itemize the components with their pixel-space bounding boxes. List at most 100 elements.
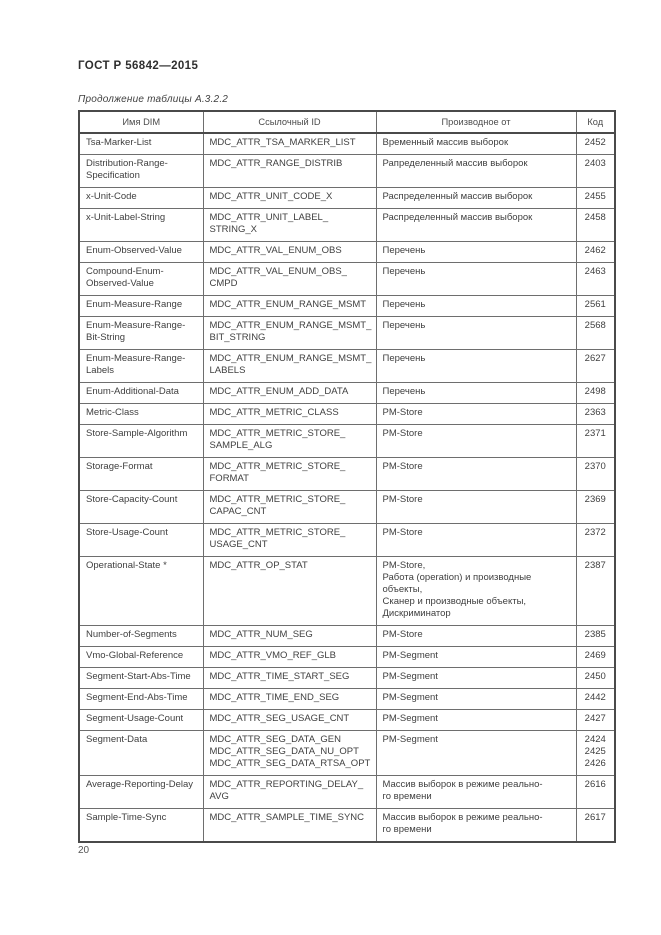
cell-code: 2385 bbox=[575, 625, 616, 647]
table-row: x-Unit-Label-String MDC_ATTR_UNIT_LABEL_ … bbox=[78, 208, 616, 242]
cell-dim-name: Enum-Observed-Value bbox=[78, 241, 204, 263]
table-row: x-Unit-Code MDC_ATTR_UNIT_CODE_X Распредел… bbox=[78, 187, 616, 209]
cell-reference-id: MDC_ATTR_OP_STAT bbox=[202, 556, 377, 626]
cell-dim-name: Enum-Measure-Range bbox=[78, 295, 204, 317]
column-header-derived-from: Производное от bbox=[375, 110, 577, 134]
cell-reference-id: MDC_ATTR_SEG_DATA_GEN MDC_ATTR_SEG_DATA_… bbox=[202, 730, 377, 776]
cell-code: 2462 bbox=[575, 241, 616, 263]
cell-dim-name: x-Unit-Code bbox=[78, 187, 204, 209]
cell-dim-name: Segment-Data bbox=[78, 730, 204, 776]
cell-dim-name: Enum-Additional-Data bbox=[78, 382, 204, 404]
cell-dim-name: Segment-Start-Abs-Time bbox=[78, 667, 204, 689]
cell-code: 2498 bbox=[575, 382, 616, 404]
cell-derived-from: Перечень bbox=[375, 241, 577, 263]
table-row: Segment-Usage-Count MDC_ATTR_SEG_USAGE_CN… bbox=[78, 709, 616, 731]
cell-reference-id: MDC_ATTR_ENUM_RANGE_MSMT_ LABELS bbox=[202, 349, 377, 383]
cell-dim-name: Enum-Measure-Range- Labels bbox=[78, 349, 204, 383]
table-row: Enum-Measure-Range- Bit-String MDC_ATTR_E… bbox=[78, 316, 616, 350]
cell-reference-id: MDC_ATTR_TSA_MARKER_LIST bbox=[202, 132, 377, 155]
cell-derived-from: Распределенный массив выборок bbox=[375, 208, 577, 242]
cell-derived-from: PM-Store, Работа (operation) и производн… bbox=[375, 556, 577, 626]
table-row: Store-Usage-Count MDC_ATTR_METRIC_STORE_ … bbox=[78, 523, 616, 557]
cell-dim-name: Number-of-Segments bbox=[78, 625, 204, 647]
cell-dim-name: Store-Sample-Algorithm bbox=[78, 424, 204, 458]
cell-reference-id: MDC_ATTR_METRIC_CLASS bbox=[202, 403, 377, 425]
cell-code: 2452 bbox=[575, 132, 616, 155]
table-caption: Продолжение таблицы А.3.2.2 bbox=[78, 94, 229, 105]
cell-derived-from: Перечень bbox=[375, 262, 577, 296]
cell-derived-from: PM-Store bbox=[375, 424, 577, 458]
table-row: Distribution-Range- Specification MDC_ATT… bbox=[78, 154, 616, 188]
cell-derived-from: Массив выборок в режиме реально- го врем… bbox=[375, 775, 577, 809]
cell-dim-name: Compound-Enum- Observed-Value bbox=[78, 262, 204, 296]
cell-code: 2369 bbox=[575, 490, 616, 524]
cell-reference-id: MDC_ATTR_METRIC_STORE_ CAPAC_CNT bbox=[202, 490, 377, 524]
cell-derived-from: Временный массив выборок bbox=[375, 132, 577, 155]
cell-code: 2363 bbox=[575, 403, 616, 425]
cell-dim-name: Tsa-Marker-List bbox=[78, 132, 204, 155]
cell-code: 2371 bbox=[575, 424, 616, 458]
dim-attributes-table: Имя DIM Ссылочный ID Производное от Код … bbox=[78, 110, 616, 843]
table-body: Tsa-Marker-List MDC_ATTR_TSA_MARKER_LIST В… bbox=[78, 132, 616, 843]
table-row: Enum-Observed-Value MDC_ATTR_VAL_ENUM_OBS… bbox=[78, 241, 616, 263]
cell-code: 2561 bbox=[575, 295, 616, 317]
table-row: Tsa-Marker-List MDC_ATTR_TSA_MARKER_LIST В… bbox=[78, 132, 616, 155]
cell-code: 2455 bbox=[575, 187, 616, 209]
table-row: Compound-Enum- Observed-Value MDC_ATTR_VA… bbox=[78, 262, 616, 296]
table-row: Operational-State * MDC_ATTR_OP_STAT PM-St… bbox=[78, 556, 616, 626]
cell-reference-id: MDC_ATTR_ENUM_RANGE_MSMT bbox=[202, 295, 377, 317]
cell-derived-from: Массив выборок в режиме реально- го врем… bbox=[375, 808, 577, 843]
cell-reference-id: MDC_ATTR_VMO_REF_GLB bbox=[202, 646, 377, 668]
table-row: Enum-Additional-Data MDC_ATTR_ENUM_ADD_DA… bbox=[78, 382, 616, 404]
table-row: Enum-Measure-Range MDC_ATTR_ENUM_RANGE_MS… bbox=[78, 295, 616, 317]
cell-derived-from: Перечень bbox=[375, 295, 577, 317]
cell-dim-name: Vmo-Global-Reference bbox=[78, 646, 204, 668]
table-row: Metric-Class MDC_ATTR_METRIC_CLASS PM-Stor… bbox=[78, 403, 616, 425]
cell-derived-from: PM-Segment bbox=[375, 709, 577, 731]
cell-dim-name: Store-Capacity-Count bbox=[78, 490, 204, 524]
cell-reference-id: MDC_ATTR_ENUM_RANGE_MSMT_ BIT_STRING bbox=[202, 316, 377, 350]
table-row: Number-of-Segments MDC_ATTR_NUM_SEG PM-Sto… bbox=[78, 625, 616, 647]
cell-code: 2617 bbox=[575, 808, 616, 843]
cell-derived-from: PM-Store bbox=[375, 403, 577, 425]
cell-derived-from: PM-Segment bbox=[375, 667, 577, 689]
cell-reference-id: MDC_ATTR_NUM_SEG bbox=[202, 625, 377, 647]
cell-dim-name: Sample-Time-Sync bbox=[78, 808, 204, 843]
cell-derived-from: PM-Store bbox=[375, 523, 577, 557]
cell-derived-from: PM-Store bbox=[375, 490, 577, 524]
cell-derived-from: Распределенный массив выборок bbox=[375, 187, 577, 209]
cell-reference-id: MDC_ATTR_SAMPLE_TIME_SYNC bbox=[202, 808, 377, 843]
table-row: Store-Capacity-Count MDC_ATTR_METRIC_STOR… bbox=[78, 490, 616, 524]
table-row: Store-Sample-Algorithm MDC_ATTR_METRIC_ST… bbox=[78, 424, 616, 458]
column-header-dim-name: Имя DIM bbox=[78, 110, 204, 134]
cell-derived-from: Перечень bbox=[375, 382, 577, 404]
column-header-reference-id: Ссылочный ID bbox=[202, 110, 377, 134]
cell-dim-name: x-Unit-Label-String bbox=[78, 208, 204, 242]
cell-reference-id: MDC_ATTR_TIME_END_SEG bbox=[202, 688, 377, 710]
cell-dim-name: Store-Usage-Count bbox=[78, 523, 204, 557]
cell-code: 2458 bbox=[575, 208, 616, 242]
cell-code: 2627 bbox=[575, 349, 616, 383]
table-row: Sample-Time-Sync MDC_ATTR_SAMPLE_TIME_SYN… bbox=[78, 808, 616, 843]
cell-code: 2387 bbox=[575, 556, 616, 626]
cell-reference-id: MDC_ATTR_TIME_START_SEG bbox=[202, 667, 377, 689]
table-row: Average-Reporting-Delay MDC_ATTR_REPORTIN… bbox=[78, 775, 616, 809]
table-row: Vmo-Global-Reference MDC_ATTR_VMO_REF_GLB… bbox=[78, 646, 616, 668]
table-row: Enum-Measure-Range- Labels MDC_ATTR_ENUM_… bbox=[78, 349, 616, 383]
cell-reference-id: MDC_ATTR_VAL_ENUM_OBS_ CMPD bbox=[202, 262, 377, 296]
doc-number: ГОСТ Р 56842—2015 bbox=[78, 60, 199, 72]
cell-derived-from: Перечень bbox=[375, 349, 577, 383]
cell-reference-id: MDC_ATTR_UNIT_CODE_X bbox=[202, 187, 377, 209]
cell-reference-id: MDC_ATTR_REPORTING_DELAY_ AVG bbox=[202, 775, 377, 809]
cell-reference-id: MDC_ATTR_METRIC_STORE_ SAMPLE_ALG bbox=[202, 424, 377, 458]
cell-dim-name: Enum-Measure-Range- Bit-String bbox=[78, 316, 204, 350]
cell-reference-id: MDC_ATTR_RANGE_DISTRIB bbox=[202, 154, 377, 188]
cell-dim-name: Average-Reporting-Delay bbox=[78, 775, 204, 809]
table-row: Segment-End-Abs-Time MDC_ATTR_TIME_END_SE… bbox=[78, 688, 616, 710]
cell-code: 2469 bbox=[575, 646, 616, 668]
table-header-row: Имя DIM Ссылочный ID Производное от Код bbox=[78, 110, 616, 134]
cell-code: 2427 bbox=[575, 709, 616, 731]
column-header-code: Код bbox=[575, 110, 616, 134]
cell-derived-from: PM-Store bbox=[375, 457, 577, 491]
